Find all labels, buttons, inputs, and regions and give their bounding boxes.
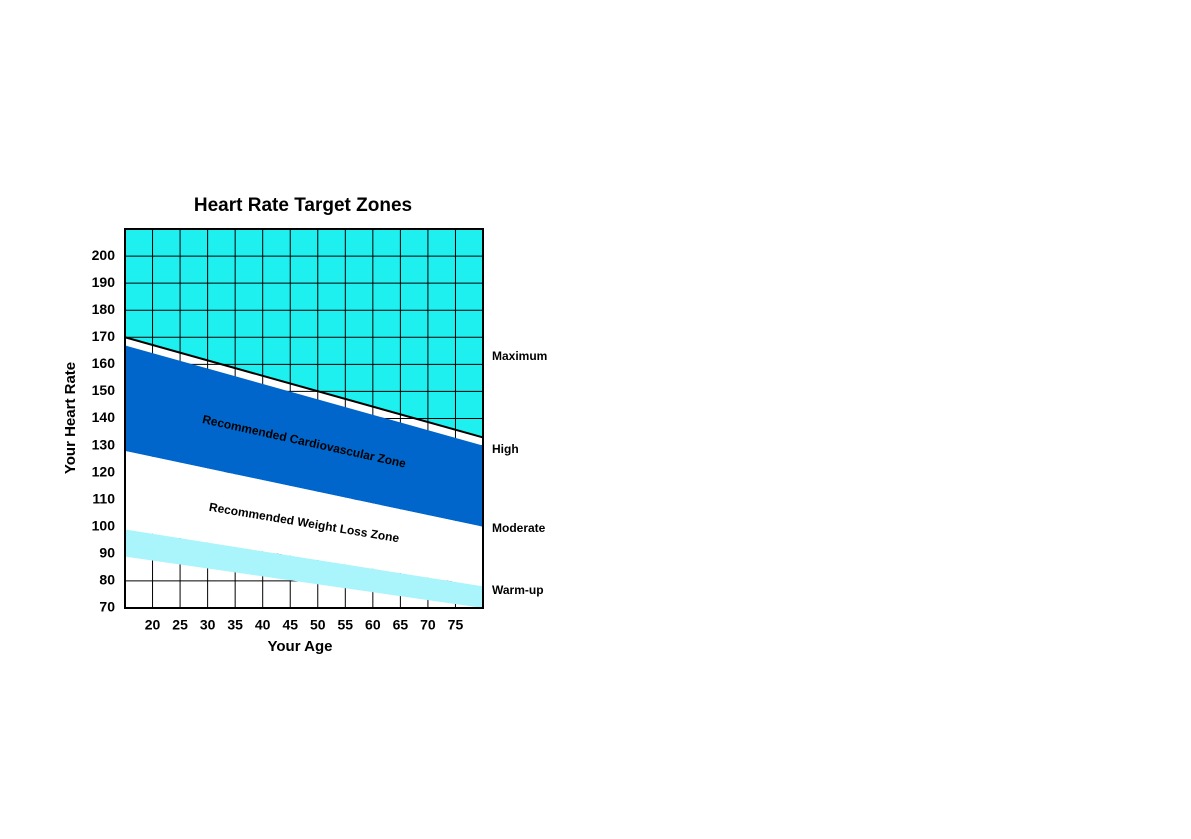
x-tick-label: 35 bbox=[227, 617, 243, 633]
x-tick-label: 75 bbox=[448, 617, 464, 633]
x-tick-label: 20 bbox=[145, 617, 161, 633]
maximum-line bbox=[124, 336, 484, 439]
y-tick-label: 180 bbox=[92, 301, 116, 317]
zone-label: High bbox=[492, 442, 519, 456]
y-tick-label: 190 bbox=[92, 274, 116, 290]
y-tick-label: 120 bbox=[92, 463, 116, 479]
plot-frame bbox=[124, 228, 484, 609]
x-tick-label: 45 bbox=[282, 617, 298, 633]
y-tick-label: 130 bbox=[92, 436, 116, 452]
zone-band bbox=[125, 529, 483, 608]
zone-label: Maximum bbox=[492, 349, 547, 363]
y-tick-label: 110 bbox=[92, 490, 115, 506]
x-tick-label: 50 bbox=[310, 617, 326, 633]
y-tick-label: 70 bbox=[99, 599, 115, 615]
zone-band bbox=[125, 450, 483, 587]
zone-label: Warm-up bbox=[492, 583, 544, 597]
y-tick-label: 90 bbox=[99, 545, 115, 561]
y-axis-label: Your Heart Rate bbox=[62, 362, 79, 474]
x-tick-label: 30 bbox=[200, 617, 216, 633]
y-tick-label: 170 bbox=[92, 328, 116, 344]
zone-label: Moderate bbox=[492, 521, 546, 535]
y-tick-label: 80 bbox=[99, 572, 115, 588]
x-tick-label: 65 bbox=[393, 617, 409, 633]
x-tick-label: 40 bbox=[255, 617, 271, 633]
x-tick-label: 25 bbox=[172, 617, 188, 633]
y-tick-label: 150 bbox=[92, 382, 116, 398]
x-tick-label: 60 bbox=[365, 617, 381, 633]
x-axis-label: Your Age bbox=[267, 638, 332, 655]
y-tick-label: 140 bbox=[92, 409, 116, 425]
x-tick-label: 70 bbox=[420, 617, 436, 633]
zone-band bbox=[125, 345, 483, 527]
y-tick-label: 100 bbox=[92, 517, 116, 533]
y-tick-label: 200 bbox=[92, 247, 116, 263]
y-tick-label: 160 bbox=[92, 355, 116, 371]
chart-title: Heart Rate Target Zones bbox=[194, 195, 412, 216]
x-tick-label: 55 bbox=[338, 617, 354, 633]
max-zone bbox=[125, 229, 483, 438]
